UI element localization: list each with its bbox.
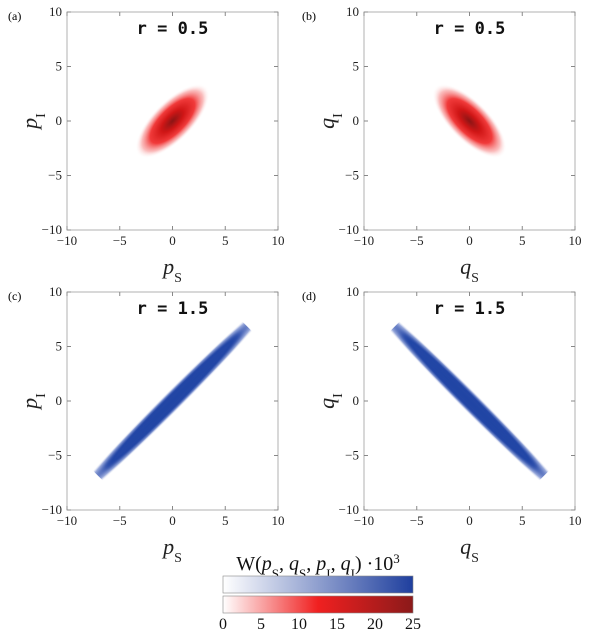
y-tick-label: 5 (353, 59, 360, 74)
r-value-label: r = 0.5 (137, 19, 209, 39)
x-axis-label: qS (460, 254, 479, 286)
r-value-label: r = 1.5 (434, 299, 506, 319)
x-tick-label: 0 (169, 233, 176, 248)
y-axis-label: pI (17, 393, 49, 411)
colorbar-tick-label: 15 (329, 616, 345, 632)
y-axis-label: qI (314, 393, 346, 409)
x-tick-label: −10 (354, 513, 374, 528)
wigner-core (104, 333, 241, 469)
x-axis-label: pS (161, 534, 182, 566)
y-tick-label: 10 (346, 4, 359, 19)
x-tick-label: −5 (410, 233, 424, 248)
panel-letter: (a) (8, 9, 21, 23)
y-tick-label: 5 (56, 59, 63, 74)
panel-a: −10 −5 0 5 10 −10 −5 0 5 10 r = 0.5 pS pI (a) (8, 4, 285, 286)
colorbar-blue-gradient (222, 575, 414, 594)
panel-b: −10 −5 0 5 10 −10 −5 0 5 10 r = 0.5 qS qI (b) (302, 4, 582, 286)
y-tick-label: 10 (49, 4, 62, 19)
x-tick-label: −10 (354, 233, 374, 248)
y-tick-label: 10 (346, 284, 359, 299)
y-tick-label: −10 (339, 222, 359, 237)
panel-letter: (d) (302, 289, 316, 303)
x-tick-label: 10 (569, 513, 582, 528)
x-tick-label: 10 (272, 233, 285, 248)
wigner-core (401, 333, 538, 469)
x-tick-label: 10 (272, 513, 285, 528)
y-tick-label: −5 (345, 448, 359, 463)
panel-letter: (b) (302, 9, 316, 23)
y-axis-label: qI (314, 113, 346, 129)
colorbar-tick-label: 5 (257, 616, 265, 632)
x-tick-label: −10 (57, 233, 77, 248)
x-axis-label: pS (161, 254, 182, 286)
r-value-label: r = 1.5 (137, 299, 209, 319)
x-tick-label: 10 (569, 233, 582, 248)
y-tick-label: −10 (42, 222, 62, 237)
y-tick-label: 0 (353, 113, 360, 128)
y-axis-label: pI (17, 113, 49, 131)
x-tick-label: 0 (466, 233, 473, 248)
x-tick-label: 0 (466, 513, 473, 528)
x-tick-label: −5 (113, 233, 127, 248)
x-tick-label: 0 (169, 513, 176, 528)
panel-letter: (c) (8, 289, 21, 303)
y-tick-label: −5 (48, 168, 62, 183)
wigner-distribution (135, 83, 210, 159)
colorbar-tick-label: 10 (291, 616, 307, 632)
y-tick-label: −10 (339, 502, 359, 517)
x-tick-label: 5 (222, 233, 229, 248)
colorbar-tick-label: 20 (367, 616, 383, 632)
r-value-label: r = 0.5 (434, 19, 506, 39)
y-tick-label: 0 (56, 393, 63, 408)
y-tick-label: −5 (48, 448, 62, 463)
y-tick-label: 10 (49, 284, 62, 299)
colorbar-tick-label: 0 (219, 616, 227, 632)
y-tick-label: −10 (42, 502, 62, 517)
colorbar-tick-label: 25 (405, 616, 421, 632)
y-tick-label: 0 (353, 393, 360, 408)
x-tick-label: −10 (57, 513, 77, 528)
x-tick-label: 5 (222, 513, 229, 528)
x-axis-label: qS (460, 534, 479, 566)
x-tick-label: −5 (113, 513, 127, 528)
panel-d: −10 −5 0 5 10 −10 −5 0 5 10 r = 1.5 qS qI (d) (302, 284, 582, 566)
x-tick-label: 5 (519, 233, 526, 248)
y-tick-label: 0 (56, 113, 63, 128)
x-tick-label: 5 (519, 513, 526, 528)
y-tick-label: 5 (56, 339, 63, 354)
colorbar-title: W(pS, qS, pI, qI) ·103 (236, 551, 400, 581)
x-tick-label: −5 (410, 513, 424, 528)
panel-c: −10 −5 0 5 10 −10 −5 0 5 10 r = 1.5 pS pI (c) (8, 284, 285, 566)
y-tick-label: −5 (345, 168, 359, 183)
colorbar: W(pS, qS, pI, qI) ·103 0 5 10 15 20 25 (219, 551, 421, 632)
colorbar-red-gradient (222, 595, 414, 614)
y-tick-label: 5 (353, 339, 360, 354)
wigner-distribution (432, 83, 507, 159)
